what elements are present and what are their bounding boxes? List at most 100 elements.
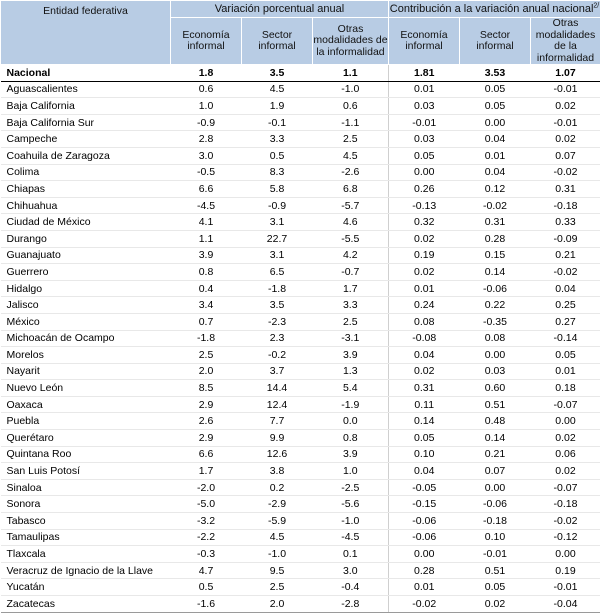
entity-name: Durango bbox=[1, 230, 171, 247]
value-cell: 0.01 bbox=[531, 363, 600, 380]
value-cell: -0.01 bbox=[389, 114, 460, 131]
value-cell: -0.02 bbox=[460, 197, 531, 214]
entity-name: Michoacán de Ocampo bbox=[1, 330, 171, 347]
value-cell: 0.24 bbox=[389, 297, 460, 314]
value-cell: 6.8 bbox=[313, 181, 389, 198]
value-cell: 0.8 bbox=[171, 264, 242, 281]
value-cell: 1.9 bbox=[242, 98, 313, 115]
value-cell: -0.04 bbox=[531, 596, 600, 613]
value-cell: 0.5 bbox=[171, 579, 242, 596]
value-cell: -0.08 bbox=[389, 330, 460, 347]
contribution-group-label: Contribución a la variación anual nacion… bbox=[390, 3, 594, 15]
value-cell: 0.01 bbox=[389, 280, 460, 297]
value-cell: -5.6 bbox=[313, 496, 389, 513]
value-cell: 2.5 bbox=[242, 579, 313, 596]
value-cell: 0.05 bbox=[460, 579, 531, 596]
value-cell: 0.03 bbox=[389, 98, 460, 115]
value-cell: 0.31 bbox=[389, 380, 460, 397]
value-cell: 0.00 bbox=[389, 164, 460, 181]
subcol-header: Sector informal bbox=[460, 18, 531, 65]
value-cell: 22.7 bbox=[242, 230, 313, 247]
entity-name: Nacional bbox=[1, 65, 171, 82]
value-cell: 2.9 bbox=[171, 396, 242, 413]
value-cell: 3.1 bbox=[242, 247, 313, 264]
value-cell: 0.05 bbox=[389, 147, 460, 164]
value-cell: -1.1 bbox=[313, 114, 389, 131]
value-cell: -0.18 bbox=[531, 197, 600, 214]
value-cell: 6.5 bbox=[242, 264, 313, 281]
value-cell: 0.07 bbox=[531, 147, 600, 164]
value-cell: -0.18 bbox=[531, 496, 600, 513]
entity-name: Chihuahua bbox=[1, 197, 171, 214]
value-cell: -0.07 bbox=[531, 479, 600, 496]
value-cell: 12.6 bbox=[242, 446, 313, 463]
value-cell: 4.6 bbox=[313, 214, 389, 231]
value-cell: -0.3 bbox=[171, 546, 242, 563]
value-cell: 0.22 bbox=[460, 297, 531, 314]
value-cell: 0.04 bbox=[460, 164, 531, 181]
value-cell: 0.00 bbox=[460, 479, 531, 496]
value-cell: 1.3 bbox=[313, 363, 389, 380]
entity-name: Nayarit bbox=[1, 363, 171, 380]
table-row: Sonora-5.0-2.9-5.6-0.15-0.06-0.18 bbox=[1, 496, 600, 513]
entity-name: Tabasco bbox=[1, 513, 171, 530]
value-cell: -1.6 bbox=[171, 596, 242, 613]
value-cell: 0.02 bbox=[389, 264, 460, 281]
value-cell: -2.6 bbox=[313, 164, 389, 181]
value-cell: -0.07 bbox=[531, 396, 600, 413]
value-cell: 0.21 bbox=[460, 446, 531, 463]
value-cell: 3.0 bbox=[171, 147, 242, 164]
value-cell: 1.81 bbox=[389, 65, 460, 82]
value-cell: 0.28 bbox=[460, 230, 531, 247]
value-cell: 3.3 bbox=[242, 131, 313, 148]
value-cell: 0.03 bbox=[389, 131, 460, 148]
value-cell: 14.4 bbox=[242, 380, 313, 397]
value-cell: 2.5 bbox=[171, 347, 242, 364]
value-cell: 0.00 bbox=[460, 114, 531, 131]
value-cell: 0.02 bbox=[389, 230, 460, 247]
entity-name: Sonora bbox=[1, 496, 171, 513]
value-cell: 4.1 bbox=[171, 214, 242, 231]
value-cell: -2.9 bbox=[242, 496, 313, 513]
value-cell: 0.0 bbox=[313, 413, 389, 430]
value-cell: 0.32 bbox=[389, 214, 460, 231]
value-cell: 5.4 bbox=[313, 380, 389, 397]
value-cell: 3.3 bbox=[313, 297, 389, 314]
value-cell: -4.5 bbox=[171, 197, 242, 214]
value-cell: 3.9 bbox=[313, 347, 389, 364]
value-cell: 3.8 bbox=[242, 463, 313, 480]
value-cell: 0.51 bbox=[460, 562, 531, 579]
value-cell: 0.02 bbox=[531, 98, 600, 115]
value-cell: 0.31 bbox=[460, 214, 531, 231]
value-cell: 8.3 bbox=[242, 164, 313, 181]
value-cell: -0.13 bbox=[389, 197, 460, 214]
value-cell: 4.5 bbox=[242, 529, 313, 546]
value-cell: 0.21 bbox=[531, 247, 600, 264]
value-cell: 0.25 bbox=[531, 297, 600, 314]
value-cell: -0.02 bbox=[389, 596, 460, 613]
contribution-group-header: Contribución a la variación anual nacion… bbox=[389, 1, 600, 18]
value-cell: -0.4 bbox=[313, 579, 389, 596]
value-cell: -5.5 bbox=[313, 230, 389, 247]
value-cell: 0.14 bbox=[460, 264, 531, 281]
value-cell: 2.0 bbox=[171, 363, 242, 380]
value-cell: 2.3 bbox=[242, 330, 313, 347]
value-cell: -2.3 bbox=[242, 313, 313, 330]
value-cell: 0.5 bbox=[242, 147, 313, 164]
value-cell: -1.0 bbox=[242, 546, 313, 563]
value-cell: 0.04 bbox=[531, 280, 600, 297]
value-cell: 4.5 bbox=[242, 81, 313, 98]
table-row: Chihuahua-4.5-0.9-5.7-0.13-0.02-0.18 bbox=[1, 197, 600, 214]
